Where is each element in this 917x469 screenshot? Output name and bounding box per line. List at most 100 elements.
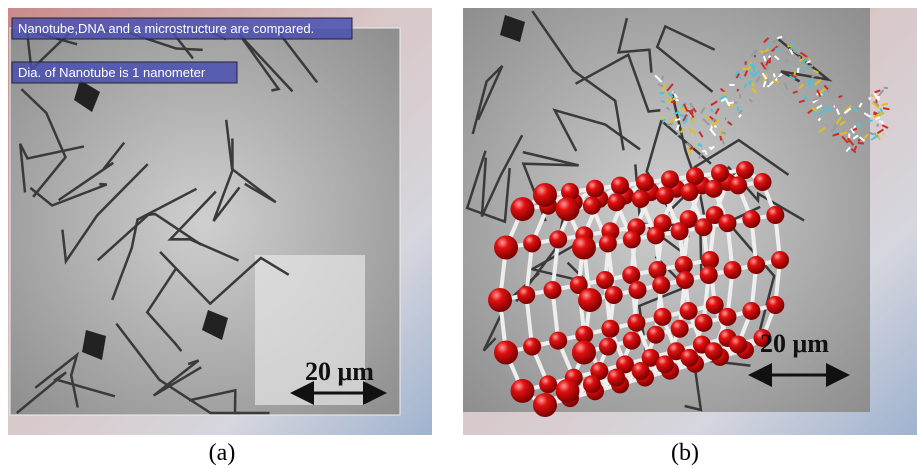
bond xyxy=(759,51,763,52)
atom xyxy=(605,286,623,304)
atom xyxy=(747,256,765,274)
atom xyxy=(494,236,518,260)
bond xyxy=(694,146,695,148)
atom xyxy=(523,338,541,356)
bond xyxy=(737,89,738,91)
bond xyxy=(677,134,679,136)
bond xyxy=(790,48,793,49)
atom xyxy=(718,214,736,232)
atom xyxy=(596,271,614,289)
atom xyxy=(533,183,557,207)
atom xyxy=(556,379,580,403)
caption: (b) xyxy=(671,440,699,466)
atom xyxy=(742,302,760,320)
bond xyxy=(742,69,749,70)
atom xyxy=(656,355,674,373)
bond xyxy=(675,119,680,120)
bond xyxy=(768,79,769,85)
bond xyxy=(738,106,739,110)
bond xyxy=(774,73,775,77)
atom xyxy=(724,261,742,279)
bond xyxy=(709,147,711,148)
atom xyxy=(729,176,747,194)
atom xyxy=(511,379,535,403)
atom xyxy=(611,177,629,195)
bond xyxy=(752,83,753,87)
bond xyxy=(839,104,841,105)
bond xyxy=(740,94,741,98)
atom xyxy=(572,236,596,260)
atom xyxy=(494,341,518,365)
bond xyxy=(754,55,755,57)
bond xyxy=(662,76,663,80)
atom xyxy=(632,190,650,208)
bond xyxy=(838,96,842,97)
atom xyxy=(523,234,541,252)
atom xyxy=(736,161,754,179)
bond xyxy=(754,50,755,54)
atom xyxy=(647,326,665,344)
atom xyxy=(671,320,689,338)
atom xyxy=(661,170,679,188)
atom xyxy=(623,230,641,248)
atom xyxy=(711,164,729,182)
panel-a: Nanotube,DNA and a microstructure are co… xyxy=(8,8,432,466)
bond xyxy=(798,68,799,73)
atom xyxy=(695,218,713,236)
atom xyxy=(766,206,784,224)
atom xyxy=(601,320,619,338)
bond xyxy=(883,108,889,109)
atom xyxy=(680,349,698,367)
atom xyxy=(718,308,736,326)
overlay-label: Dia. of Nanotube is 1 nanometer xyxy=(18,65,206,80)
atom xyxy=(766,296,784,314)
atom xyxy=(680,302,698,320)
scale-label: 20 μm xyxy=(305,357,374,386)
atom xyxy=(627,314,645,332)
bond xyxy=(777,37,782,38)
atom xyxy=(700,266,718,284)
panel-b: 20 μm (b) xyxy=(463,8,917,466)
bond xyxy=(720,136,721,141)
atom xyxy=(686,167,704,185)
bond xyxy=(670,99,676,100)
atom xyxy=(578,288,602,312)
atom xyxy=(754,173,772,191)
atom xyxy=(586,180,604,198)
atom xyxy=(742,210,760,228)
bond xyxy=(853,129,857,130)
bond xyxy=(868,120,873,121)
bond xyxy=(666,93,667,95)
atom xyxy=(488,288,512,312)
atom xyxy=(671,222,689,240)
figure: Nanotube,DNA and a microstructure are co… xyxy=(0,0,917,469)
atom xyxy=(607,369,625,387)
atom xyxy=(654,308,672,326)
bond xyxy=(878,96,879,100)
atom xyxy=(629,281,647,299)
bond xyxy=(721,132,725,133)
atom xyxy=(583,197,601,215)
atom xyxy=(549,332,567,350)
bond xyxy=(869,97,870,100)
bond xyxy=(680,115,686,116)
atom xyxy=(676,271,694,289)
bond xyxy=(714,126,716,127)
atom xyxy=(652,276,670,294)
atom xyxy=(729,336,747,354)
atom xyxy=(623,332,641,350)
atom xyxy=(556,197,580,221)
atom xyxy=(544,281,562,299)
atom xyxy=(533,393,557,417)
atom xyxy=(771,251,789,269)
atom xyxy=(583,375,601,393)
bond xyxy=(769,56,771,58)
bond xyxy=(702,151,705,152)
bond xyxy=(705,151,706,155)
atom xyxy=(705,342,723,360)
bond xyxy=(777,77,780,78)
atom xyxy=(656,187,674,205)
bond xyxy=(745,83,746,87)
atom xyxy=(636,174,654,192)
atom xyxy=(599,338,617,356)
